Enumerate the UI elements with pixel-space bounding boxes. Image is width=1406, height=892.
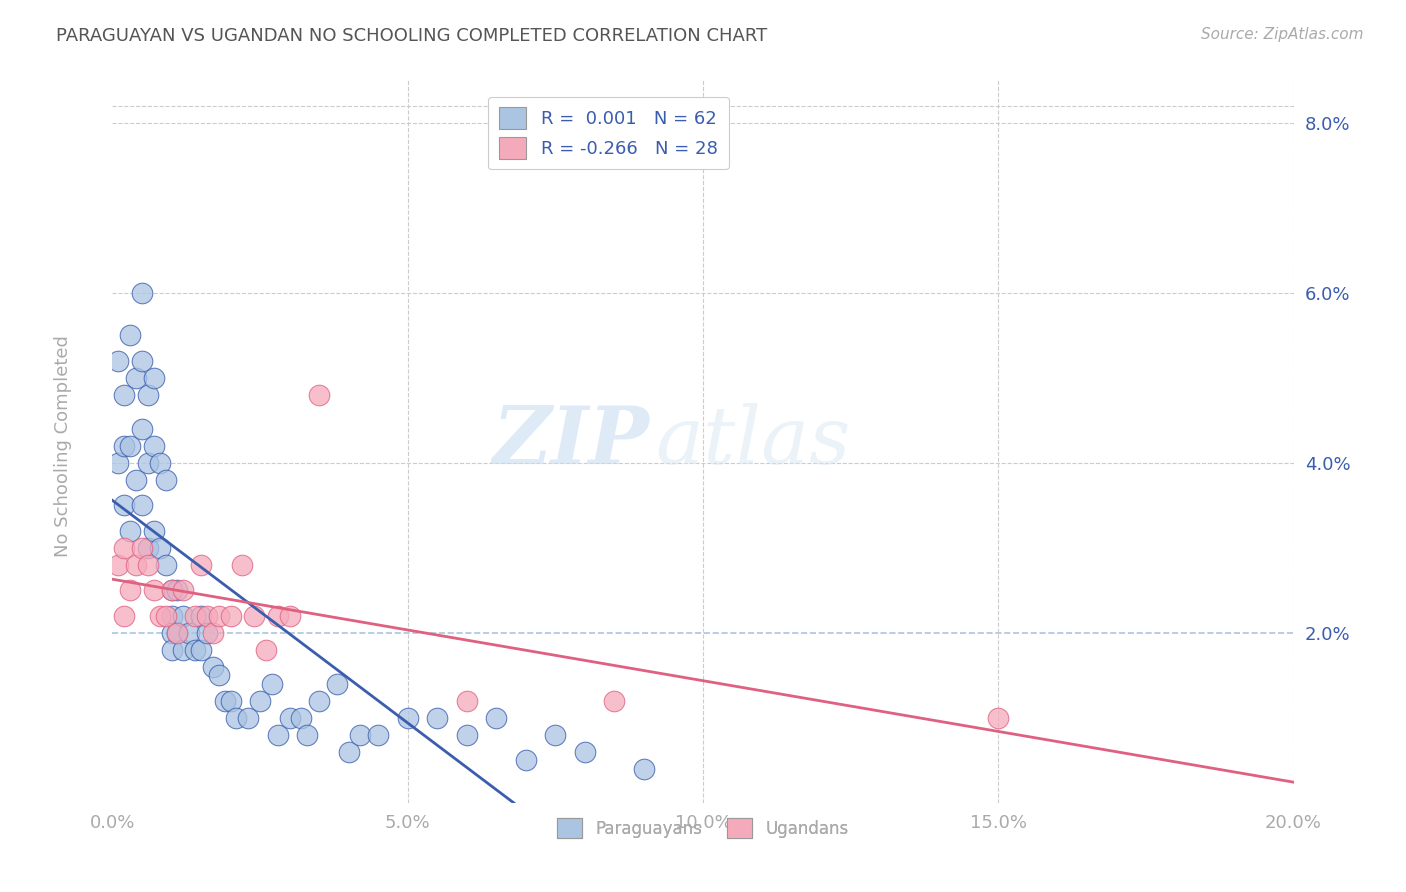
Point [396,711,419,725]
Point [231,558,253,572]
Point [195,625,218,640]
Point [142,371,165,385]
Point [201,660,224,674]
Point [131,422,153,436]
Point [136,456,159,470]
Point [485,711,508,725]
Point [367,728,389,742]
Point [349,728,371,742]
Point [160,625,183,640]
Point [120,583,142,598]
Point [142,583,165,598]
Text: atlas: atlas [655,403,851,480]
Point [219,608,242,623]
Point [155,558,177,572]
Text: No Schooling Completed: No Schooling Completed [55,335,72,557]
Point [107,353,129,368]
Point [243,608,266,623]
Point [278,608,301,623]
Point [603,694,626,708]
Point [172,608,194,623]
Text: PARAGUAYAN VS UGANDAN NO SCHOOLING COMPLETED CORRELATION CHART: PARAGUAYAN VS UGANDAN NO SCHOOLING COMPL… [56,27,768,45]
Point [142,439,165,453]
Point [172,583,194,598]
Point [195,608,218,623]
Point [155,608,177,623]
Point [166,625,188,640]
Point [308,694,330,708]
Point [120,328,142,343]
Text: Source: ZipAtlas.com: Source: ZipAtlas.com [1201,27,1364,42]
Point [136,388,159,402]
Point [120,439,142,453]
Point [278,711,301,725]
Point [184,642,207,657]
Point [166,583,188,598]
Point [166,625,188,640]
Point [125,558,148,572]
Point [172,642,194,657]
Point [190,558,212,572]
Point [160,583,183,598]
Point [136,541,159,555]
Legend: Paraguayans, Ugandans: Paraguayans, Ugandans [550,812,856,845]
Point [208,668,231,682]
Point [179,625,201,640]
Point [267,608,290,623]
Point [120,524,142,538]
Point [208,608,231,623]
Point [112,498,135,512]
Point [160,583,183,598]
Point [136,558,159,572]
Point [155,473,177,487]
Point [107,456,129,470]
Point [160,642,183,657]
Point [112,439,135,453]
Point [201,625,224,640]
Point [125,371,148,385]
Point [112,541,135,555]
Point [544,728,567,742]
Point [238,711,260,725]
Point [131,498,153,512]
Point [125,473,148,487]
Point [190,608,212,623]
Point [160,608,183,623]
Point [290,711,312,725]
Point [308,388,330,402]
Point [149,541,172,555]
Point [574,745,596,759]
Point [149,456,172,470]
Point [456,694,478,708]
Point [131,353,153,368]
Point [426,711,449,725]
Point [214,694,236,708]
Point [337,745,360,759]
Point [249,694,271,708]
Point [131,541,153,555]
Point [260,677,283,691]
Point [326,677,349,691]
Point [267,728,290,742]
Point [112,608,135,623]
Point [456,728,478,742]
Point [515,753,537,767]
Point [142,524,165,538]
Point [149,608,172,623]
Point [987,711,1010,725]
Point [131,285,153,300]
Point [297,728,319,742]
Point [184,608,207,623]
Text: ZIP: ZIP [494,403,650,480]
Point [225,711,247,725]
Point [190,642,212,657]
Point [633,762,655,776]
Point [219,694,242,708]
Point [107,558,129,572]
Point [254,642,277,657]
Point [112,388,135,402]
